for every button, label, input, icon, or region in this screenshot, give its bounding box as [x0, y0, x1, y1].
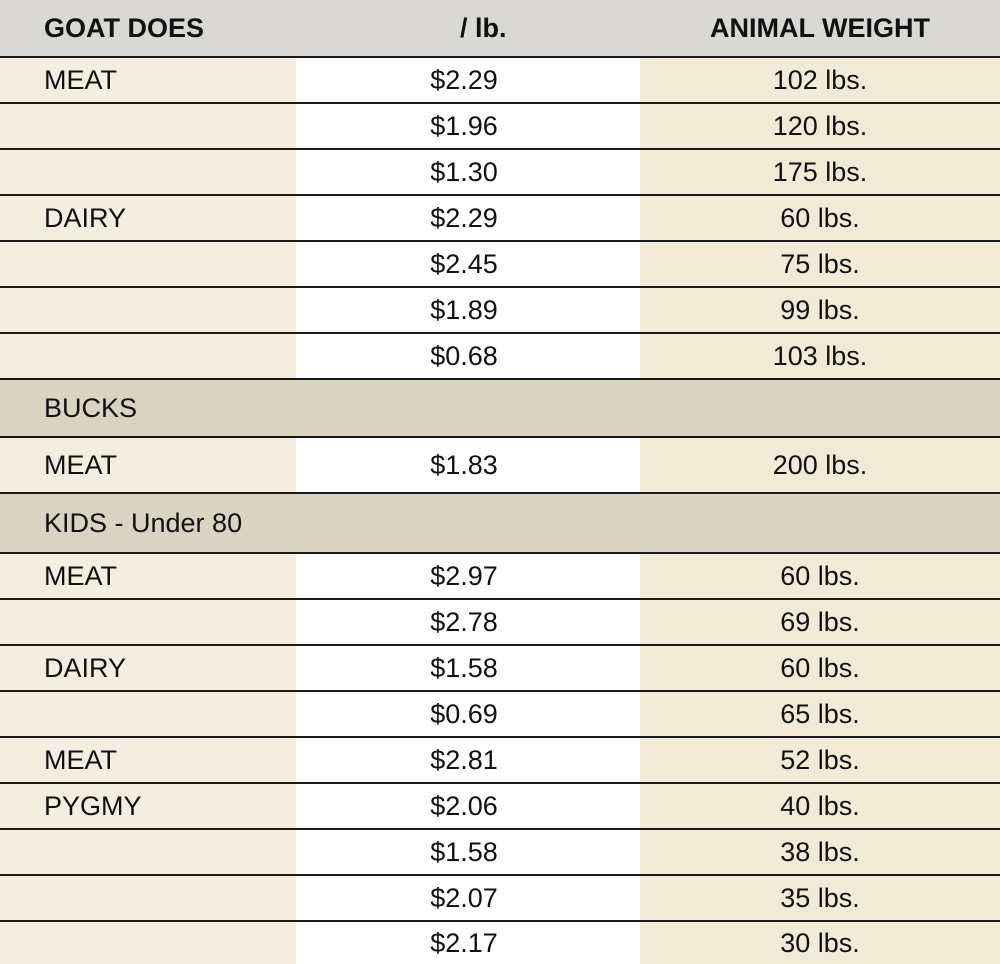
row-category: DAIRY	[0, 646, 296, 690]
table-row: $2.45 75 lbs.	[0, 242, 1000, 288]
row-price: $1.58	[296, 646, 640, 690]
row-price: $0.68	[296, 334, 640, 378]
row-category	[0, 876, 296, 920]
row-price: $1.83	[296, 438, 640, 492]
row-price: $1.30	[296, 150, 640, 194]
section-label: KIDS - Under 80	[44, 507, 243, 538]
row-category	[0, 150, 296, 194]
row-category	[0, 288, 296, 332]
row-category	[0, 334, 296, 378]
header-price-per-lb: / lb.	[460, 12, 507, 43]
row-weight: 75 lbs.	[640, 242, 1000, 286]
table-row: PYGMY $2.06 40 lbs.	[0, 784, 1000, 830]
row-price: $1.96	[296, 104, 640, 148]
table-row: DAIRY $1.58 60 lbs.	[0, 646, 1000, 692]
row-category: DAIRY	[0, 196, 296, 240]
row-weight: 60 lbs.	[640, 196, 1000, 240]
row-category	[0, 104, 296, 148]
row-weight: 40 lbs.	[640, 784, 1000, 828]
table-row: $1.58 38 lbs.	[0, 830, 1000, 876]
row-category: PYGMY	[0, 784, 296, 828]
table-row: $0.68 103 lbs.	[0, 334, 1000, 380]
row-weight: 52 lbs.	[640, 738, 1000, 782]
row-price: $2.29	[296, 58, 640, 102]
row-weight: 103 lbs.	[640, 334, 1000, 378]
row-weight: 200 lbs.	[640, 438, 1000, 492]
section-row: KIDS - Under 80	[0, 494, 1000, 554]
table-row: MEAT $2.29 102 lbs.	[0, 58, 1000, 104]
row-price: $2.97	[296, 554, 640, 598]
table-row: DAIRY $2.29 60 lbs.	[0, 196, 1000, 242]
row-price: $0.69	[296, 692, 640, 736]
row-price: $2.45	[296, 242, 640, 286]
row-price: $1.58	[296, 830, 640, 874]
row-weight: 120 lbs.	[640, 104, 1000, 148]
row-category	[0, 242, 296, 286]
section-row: BUCKS	[0, 380, 1000, 438]
table-row: $2.17 30 lbs.	[0, 922, 1000, 964]
row-price: $2.06	[296, 784, 640, 828]
table-row: $0.69 65 lbs.	[0, 692, 1000, 738]
row-price: $2.78	[296, 600, 640, 644]
row-price: $2.07	[296, 876, 640, 920]
header-animal-weight: ANIMAL WEIGHT	[710, 12, 930, 43]
row-weight: 38 lbs.	[640, 830, 1000, 874]
row-category: MEAT	[0, 58, 296, 102]
table-row: MEAT $2.81 52 lbs.	[0, 738, 1000, 784]
row-category	[0, 692, 296, 736]
table-row: $2.07 35 lbs.	[0, 876, 1000, 922]
row-category	[0, 922, 296, 964]
row-weight: 175 lbs.	[640, 150, 1000, 194]
table-row: MEAT $2.97 60 lbs.	[0, 554, 1000, 600]
row-weight: 69 lbs.	[640, 600, 1000, 644]
row-weight: 60 lbs.	[640, 554, 1000, 598]
row-weight: 30 lbs.	[640, 922, 1000, 964]
row-price: $1.89	[296, 288, 640, 332]
row-weight: 102 lbs.	[640, 58, 1000, 102]
table-row: $1.96 120 lbs.	[0, 104, 1000, 150]
row-weight: 99 lbs.	[640, 288, 1000, 332]
table-header-row: GOAT DOES / lb. ANIMAL WEIGHT	[0, 0, 1000, 58]
table-row: $1.30 175 lbs.	[0, 150, 1000, 196]
table-row: $1.89 99 lbs.	[0, 288, 1000, 334]
row-category	[0, 830, 296, 874]
row-price: $2.81	[296, 738, 640, 782]
row-category: MEAT	[0, 438, 296, 492]
table-row: $2.78 69 lbs.	[0, 600, 1000, 646]
row-weight: 65 lbs.	[640, 692, 1000, 736]
row-weight: 60 lbs.	[640, 646, 1000, 690]
row-category: MEAT	[0, 554, 296, 598]
row-weight: 35 lbs.	[640, 876, 1000, 920]
section-label: BUCKS	[44, 392, 138, 423]
row-category	[0, 600, 296, 644]
row-price: $2.29	[296, 196, 640, 240]
header-goat-does: GOAT DOES	[44, 12, 205, 43]
row-price: $2.17	[296, 922, 640, 964]
table-row: MEAT $1.83 200 lbs.	[0, 438, 1000, 494]
row-category: MEAT	[0, 738, 296, 782]
